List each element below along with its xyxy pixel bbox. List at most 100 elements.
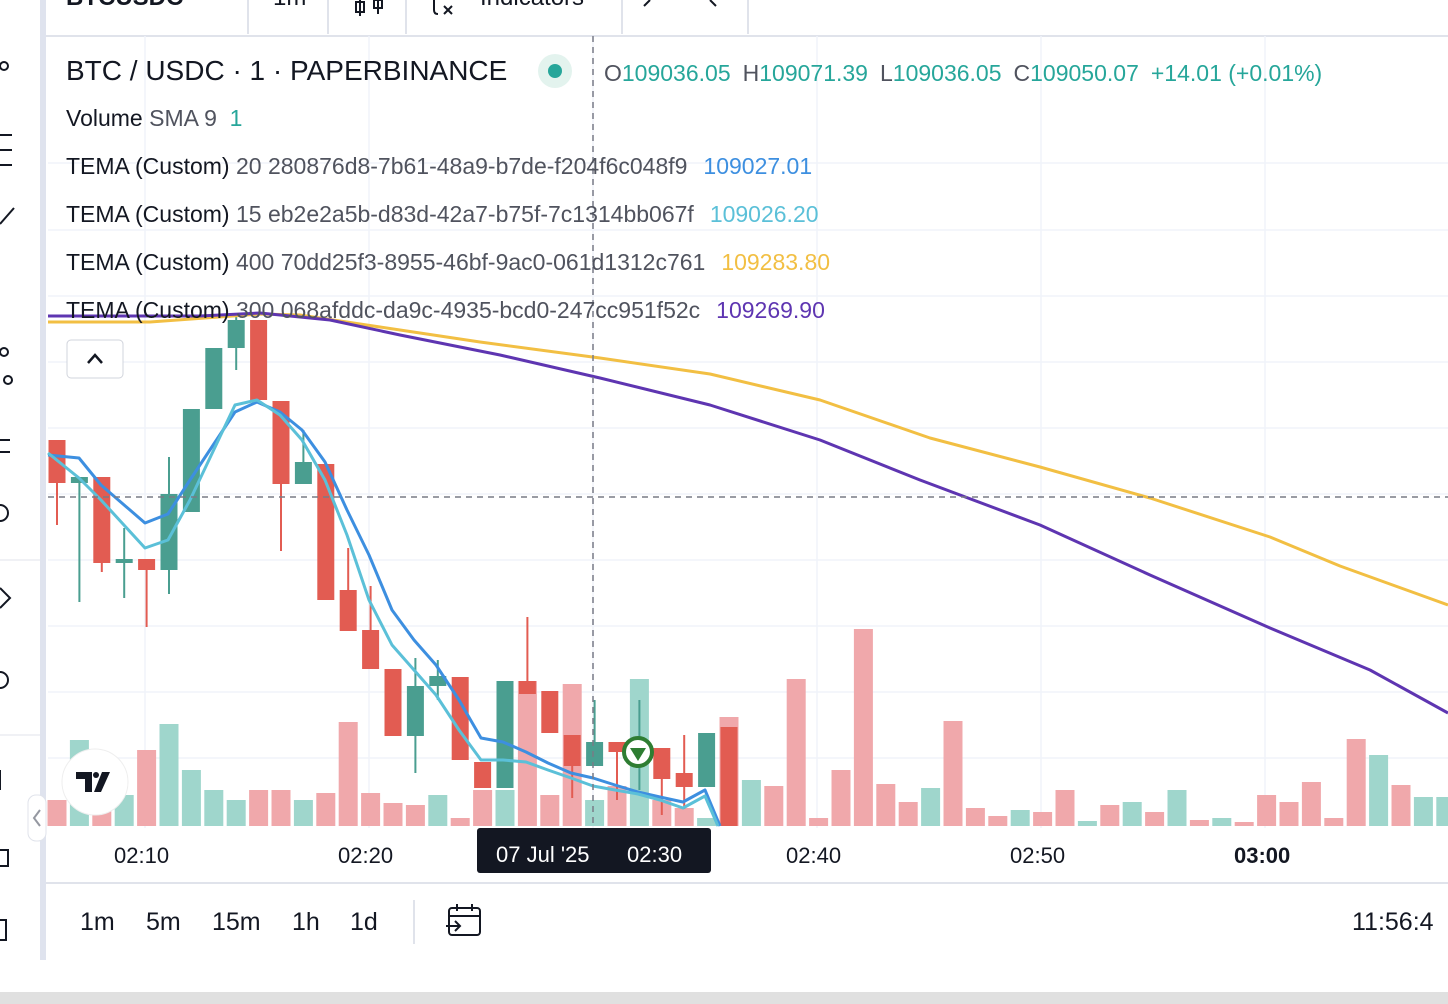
volume-bar (1212, 818, 1232, 826)
volume-bar (1413, 797, 1433, 826)
volume-bar (159, 724, 179, 826)
timeframe-button[interactable]: 5m (146, 908, 181, 936)
volume-params: SMA 9 (149, 105, 217, 131)
volume-bar (1436, 797, 1448, 826)
ohlc: O109036.05 H109071.39 L109036.05 C109050.07… (604, 62, 1322, 85)
volume (47, 629, 1448, 826)
chevron-up (87, 353, 103, 364)
crosshair-time-box (477, 828, 711, 873)
indicator-params: 300 068afddc-da9c-4935-bcd0-247cc951f52c (235, 297, 701, 323)
volume-bar (405, 805, 425, 826)
candle-body (294, 462, 312, 484)
volume-bar (943, 721, 963, 826)
candle-body (608, 742, 626, 752)
bottom-edge (0, 992, 1448, 1004)
collapse-button[interactable] (27, 794, 47, 842)
volume-bar (1391, 785, 1411, 826)
toolbar-separators (247, 0, 749, 944)
volume-bar (921, 788, 941, 826)
crosshair-time: 02:30 (627, 842, 683, 867)
candle-body (698, 733, 716, 787)
timeframe-button[interactable]: 1h (292, 908, 320, 936)
volume-bar (316, 793, 336, 826)
volume-bar (1010, 810, 1030, 826)
collapse-legend-button[interactable] (66, 339, 124, 379)
candle-body (250, 320, 268, 400)
volume-bar (271, 790, 291, 826)
indicator-name: TEMA (Custom) (66, 249, 230, 275)
candle-body (384, 669, 402, 736)
volume-bar (853, 629, 873, 826)
volume-bar (697, 818, 717, 826)
volume-bar (1257, 795, 1277, 826)
volume-bar (1033, 812, 1053, 826)
indicator-params: 15 eb2e2a5b-d83d-42a7-b75f-7c1314bb067f (235, 201, 694, 227)
indicator-value: 109027.01 (703, 153, 813, 179)
volume-bar (473, 790, 493, 826)
volume-bar (1234, 822, 1254, 826)
candle-body (563, 735, 581, 766)
volume-bar (809, 818, 829, 826)
ohlc-label: L (879, 60, 893, 86)
candle-body (541, 691, 559, 733)
candle-body (138, 559, 156, 570)
volume-value: 1 (229, 105, 243, 131)
ohlc-label: C (1013, 60, 1031, 86)
grid (48, 36, 1448, 828)
candle-body (720, 727, 738, 826)
timeframe-button[interactable]: 1d (350, 908, 378, 936)
volume-bar (1189, 820, 1209, 826)
sidebar-icons (0, 61, 15, 941)
candle-body (115, 559, 133, 563)
timeframe-button[interactable]: 1m (80, 908, 115, 936)
volume-bar (786, 679, 806, 826)
volume-bar (181, 770, 201, 826)
volume-bar (1100, 805, 1120, 826)
time-label: 02:10 (114, 843, 170, 868)
indicator-line (47, 400, 722, 827)
volume-legend: Volume SMA 9 1 (66, 107, 242, 130)
indicator-name: TEMA (Custom) (66, 153, 230, 179)
volume-bar (249, 790, 269, 826)
time-label: 02:50 (1010, 843, 1066, 868)
tv-logo-mark (76, 772, 110, 792)
volume-bar (831, 770, 851, 826)
candle-body (227, 320, 245, 348)
volume-bar (1167, 790, 1187, 826)
candle-body (339, 590, 357, 631)
volume-bar (540, 795, 560, 826)
candle-body (429, 676, 447, 686)
candle-body (474, 762, 492, 788)
indicators-button[interactable]: Indicators (480, 0, 584, 10)
ohlc-value: 109050.07 (1030, 60, 1139, 86)
sidebar-border (40, 0, 46, 960)
timeframe-button[interactable]: 15m (212, 908, 261, 936)
ohlc-label: O (604, 60, 622, 86)
indicator-lines (47, 311, 1448, 827)
volume-bar (965, 808, 985, 826)
volume-bar (226, 800, 246, 826)
collapse-icon (32, 809, 41, 827)
volume-bar (383, 803, 403, 826)
tv-logo[interactable] (61, 748, 129, 816)
volume-bar (876, 784, 896, 826)
volume-bar (361, 793, 381, 826)
interval[interactable]: 1m (273, 0, 306, 10)
toolbar-icons (355, 0, 717, 16)
volume-bar (988, 816, 1008, 826)
symbol[interactable]: BTCUSDC (66, 0, 183, 10)
time-label: 03:00 (1234, 843, 1291, 868)
volume-bar (495, 790, 515, 826)
indicator-name: TEMA (Custom) (66, 201, 230, 227)
volume-bar (204, 790, 224, 826)
candle-body (451, 677, 469, 760)
indicator-value: 109026.20 (709, 201, 819, 227)
tv-logo-dot (93, 772, 99, 778)
ohlc-change: +14.01 (+0.01%) (1150, 60, 1323, 86)
volume-bar (1346, 739, 1366, 826)
volume-bar (1369, 755, 1389, 826)
volume-bar (1145, 812, 1165, 826)
calendar-icon[interactable] (446, 904, 481, 936)
